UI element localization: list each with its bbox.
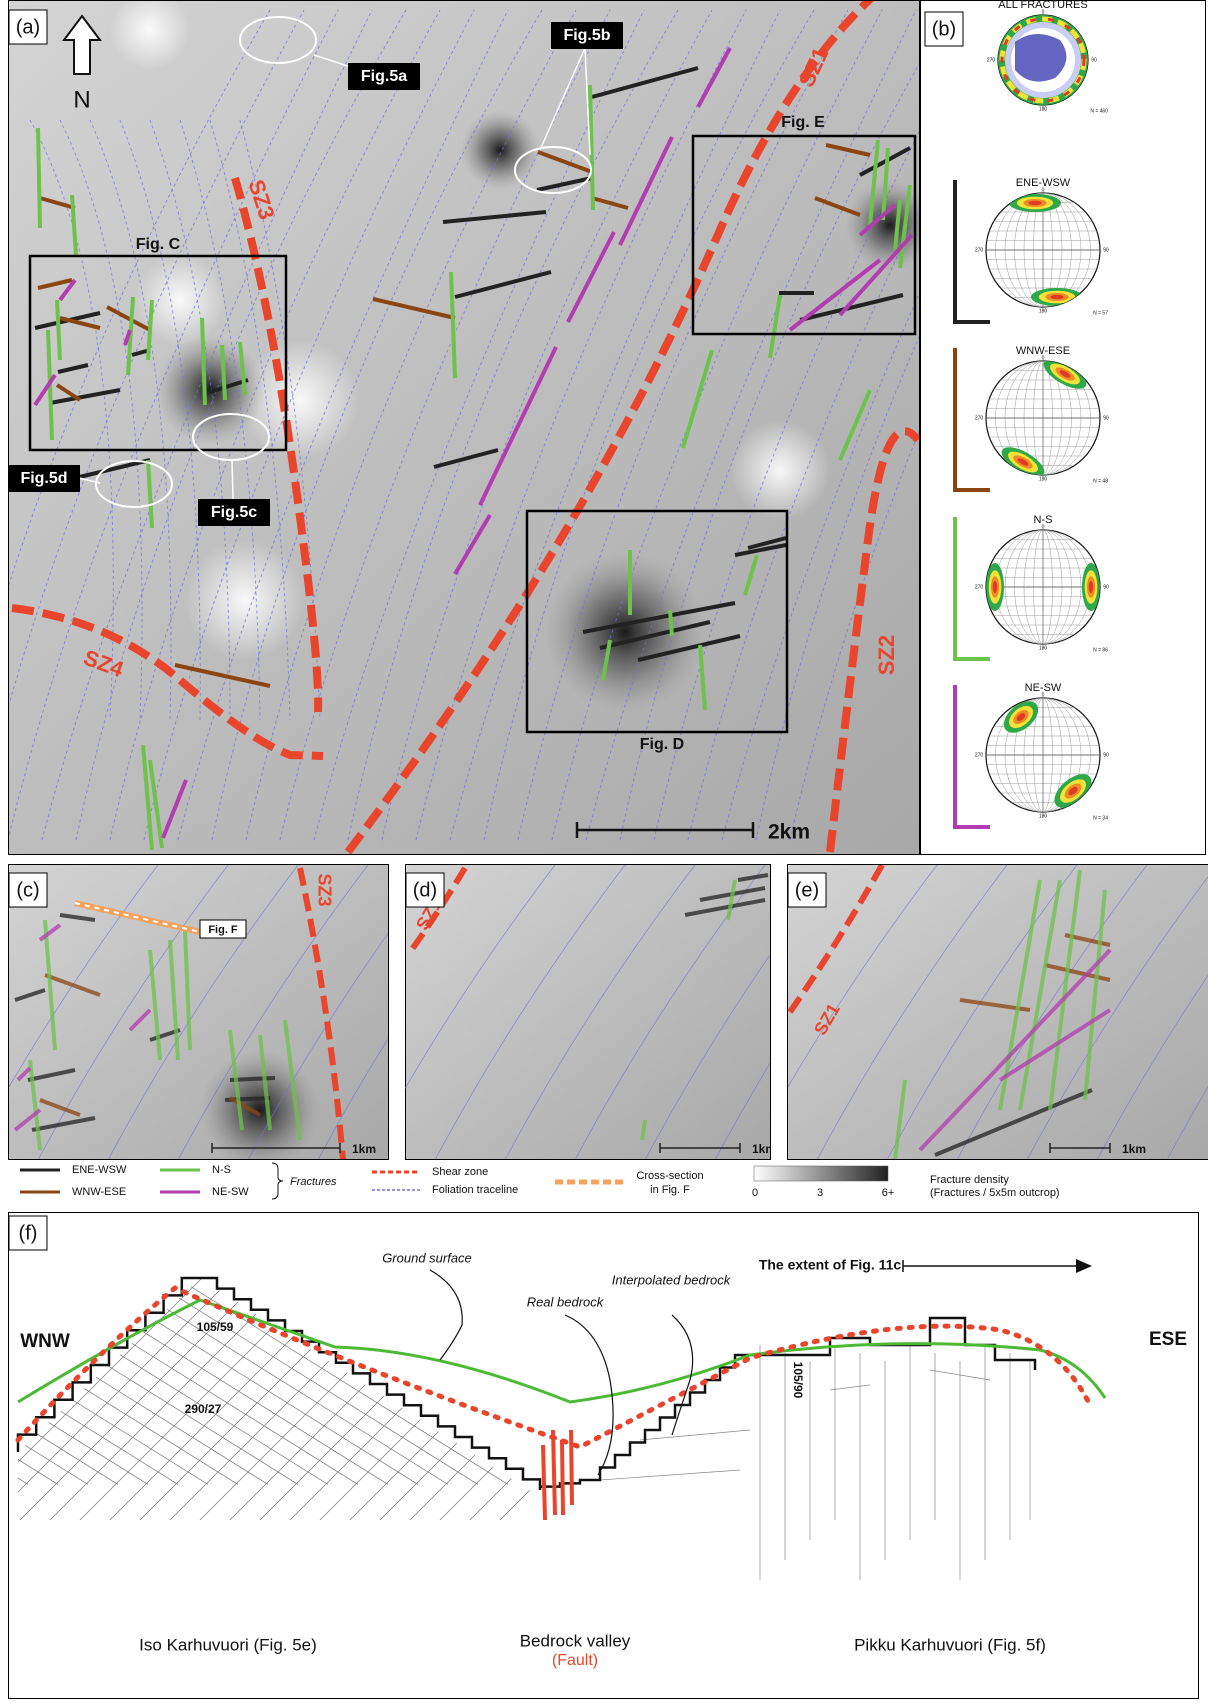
terrain-shade [545,552,705,712]
legend-label: (Fractures / 5x5m outcrop) [930,1187,1060,1199]
legend-label: Fractures [290,1176,337,1188]
figure: SZ1SZ2SZ3SZ4Fig. CFig. EFig. DFig.5aFig.… [0,0,1208,1703]
density-contour [1051,295,1064,300]
direction-label: WNW [20,1331,70,1352]
degree-label: 180 [1039,813,1048,819]
callout-label: Fig.5d [20,470,67,487]
terrain-shade [460,110,540,190]
legend-label: Fracture density [930,1174,1009,1186]
panel-frame [9,865,389,1160]
degree-label: 270 [975,415,984,421]
panel-frame [9,1213,1199,1699]
scale-label: 1km [1122,1142,1146,1156]
legend-label: WNW-ESE [72,1186,126,1198]
degree-label: 90 [1103,247,1109,253]
legend: ENE-WSW WNW-ESE N-S NE-SW Fractures Shear zon… [20,1163,1060,1199]
degree-label: 270 [975,752,984,758]
box-label: Fig. D [640,736,684,753]
degree-label: 180 [1039,106,1048,112]
fault-line [562,1440,563,1515]
legend-label: Foliation traceline [432,1184,518,1196]
density-contour [1089,581,1094,593]
place-label: Bedrock valley [520,1631,631,1650]
terrain-shade [730,420,830,520]
legend-label: NE-SW [212,1186,249,1198]
legend-label: in Fig. F [650,1184,690,1196]
colorbar-tick-label: 0 [752,1187,758,1199]
sample-count: N = 86 [1093,647,1108,653]
degree-label: 0 [1042,692,1045,698]
orientation-label: 105/59 [197,1320,234,1334]
fault-line [543,1445,545,1520]
degree-label: 90 [1103,584,1109,590]
panel-label: (f) [19,1222,38,1244]
degree-label: 0 [1042,524,1045,530]
sample-count: N = 48 [1093,478,1108,484]
density-colorbar [754,1166,888,1181]
panel-label: (e) [795,879,819,901]
degree-label: 270 [987,57,996,63]
colorbar-tick-label: 3 [817,1187,823,1199]
fracture-line [670,610,672,636]
sample-count: N = 34 [1093,815,1108,821]
direction-label: ESE [1149,1329,1187,1350]
sample-count: N = 460 [1090,108,1108,114]
sample-count: N = 57 [1093,310,1108,316]
panel-label: (b) [932,18,956,40]
density-contour [1029,201,1042,206]
panel-label: (c) [16,879,39,901]
colorbar-tick-label: 6+ [882,1187,895,1199]
fault-line [553,1430,555,1515]
callout-label: Fig.5c [211,504,257,521]
degree-label: 180 [1039,308,1048,314]
fault-line [571,1430,572,1505]
degree-label: 180 [1039,645,1048,651]
extent-label: The extent of Fig. 11c [759,1257,902,1273]
box-label: Fig. C [136,236,181,253]
degree-label: 180 [1039,476,1048,482]
annotation: Ground surface [382,1250,472,1265]
degree-label: 90 [1103,752,1109,758]
box-label: Fig. E [781,114,825,131]
callout-label: Fig.5b [563,27,610,44]
place-label: Iso Karhuvuori (Fig. 5e) [139,1635,317,1654]
place-label: (Fault) [552,1652,598,1669]
density-contour [993,581,998,593]
shear-zone-label: SZ2 [874,635,899,675]
degree-label: 90 [1091,57,1097,63]
annotation: Real bedrock [527,1294,605,1309]
callout-leader [232,460,233,499]
degree-label: 270 [975,247,984,253]
scale-label: 1km [352,1142,376,1156]
degree-label: 0 [1042,9,1045,15]
degree-label: 0 [1042,355,1045,361]
panel-label: (d) [413,879,437,901]
annotation: Interpolated bedrock [612,1272,732,1287]
scale-label: 2km [768,821,810,844]
legend-label: Cross-section [636,1170,703,1182]
section-label: Fig. F [208,924,238,936]
callout-label: Fig.5a [361,68,407,85]
place-label: Pikku Karhuvuori (Fig. 5f) [854,1635,1046,1654]
panel-frame [788,865,1208,1160]
stereonet-content [1001,18,1085,102]
north-label: N [73,86,90,113]
degree-label: 270 [975,584,984,590]
shear-zone-label: SZ3 [314,873,334,906]
fracture-line [38,128,40,228]
legend-label: ENE-WSW [72,1164,127,1176]
degree-label: 0 [1042,187,1045,193]
terrain-shade [200,1050,320,1170]
degree-label: 90 [1103,415,1109,421]
legend-brace [272,1163,283,1199]
scale-label: 1km [752,1142,776,1156]
orientation-label: 290/27 [185,1402,222,1416]
orientation-label: 105/90 [791,1362,805,1399]
page: {"panel_a":{"label":"(a)","north":"N","c… [0,0,1208,1703]
legend-label: N-S [212,1164,231,1176]
legend-label: Shear zone [432,1166,488,1178]
panel-f: (f) Ground surface Real bedrock Interpolate… [0,1213,1208,1699]
panel-label: (a) [16,16,40,38]
